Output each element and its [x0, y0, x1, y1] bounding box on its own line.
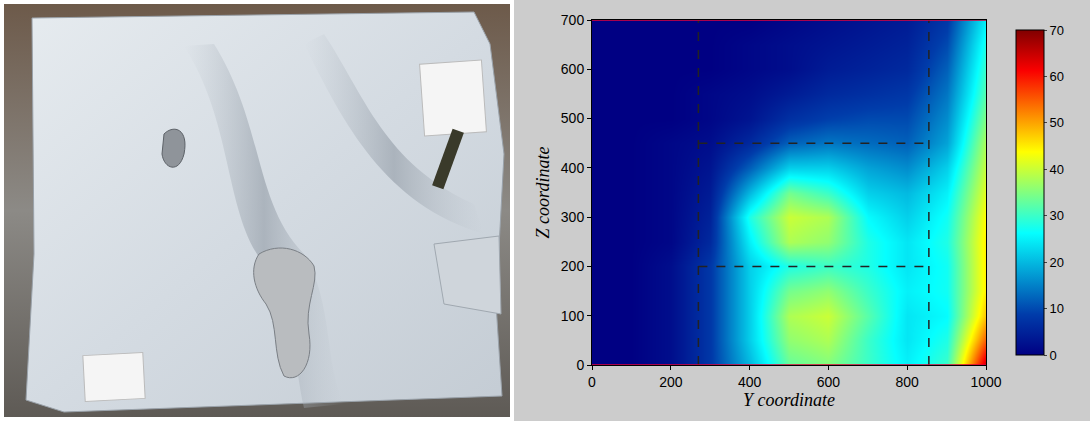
svg-text:50: 50 [1050, 115, 1064, 130]
svg-text:0: 0 [576, 357, 584, 373]
svg-text:1000: 1000 [970, 374, 1001, 390]
svg-text:70: 70 [1050, 23, 1064, 38]
svg-text:200: 200 [561, 258, 585, 274]
svg-text:40: 40 [1050, 162, 1064, 177]
svg-text:Z coordinate: Z coordinate [533, 147, 553, 239]
svg-text:10: 10 [1050, 301, 1064, 316]
svg-text:400: 400 [738, 374, 762, 390]
svg-text:100: 100 [561, 308, 585, 324]
svg-text:20: 20 [1050, 255, 1064, 270]
svg-text:30: 30 [1050, 208, 1064, 223]
svg-text:600: 600 [561, 61, 585, 77]
svg-text:600: 600 [817, 374, 841, 390]
svg-text:0: 0 [588, 374, 596, 390]
svg-text:400: 400 [561, 160, 585, 176]
svg-text:200: 200 [659, 374, 683, 390]
svg-text:60: 60 [1050, 69, 1064, 84]
svg-text:Y coordinate: Y coordinate [743, 390, 835, 410]
svg-text:800: 800 [896, 374, 920, 390]
svg-text:300: 300 [561, 209, 585, 225]
svg-text:0: 0 [1050, 348, 1057, 363]
svg-text:700: 700 [561, 12, 585, 28]
svg-text:500: 500 [561, 110, 585, 126]
